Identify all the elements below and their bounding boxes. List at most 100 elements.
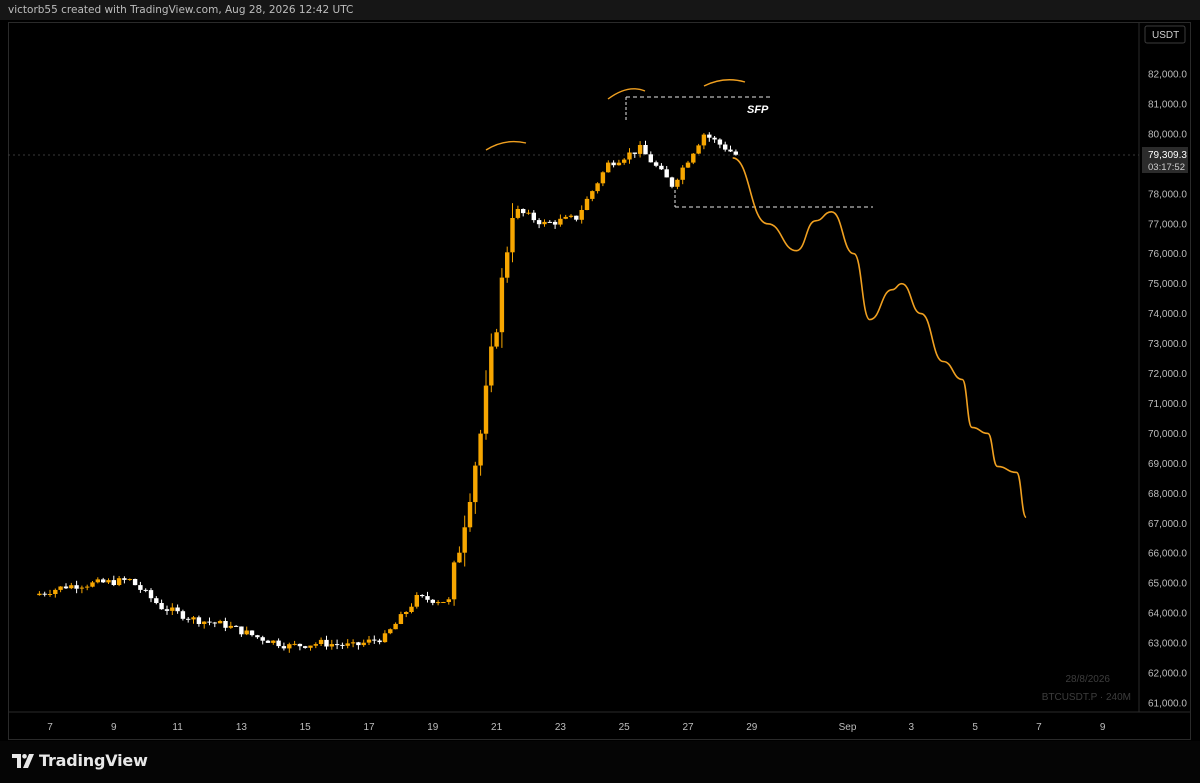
candle-body: [63, 586, 69, 589]
candle-body: [47, 594, 53, 595]
time-tick-label: 5: [972, 722, 978, 733]
candle-body: [446, 599, 451, 602]
candle-body: [377, 640, 382, 643]
time-axis-labels: 7 9 11 13 15 17 19 21 23 25 27 29 Sep 3 5 7 9: [47, 722, 1106, 733]
price-tick-label: 80,000.0: [1148, 129, 1187, 140]
candle-body: [164, 609, 170, 611]
candle-body: [579, 210, 584, 220]
candle-body: [361, 642, 366, 646]
time-tick-label: 7: [1036, 722, 1042, 733]
candle-body: [404, 612, 409, 614]
price-chart[interactable]: USDT 82,000.081,000.080,000.079,000.078,…: [0, 0, 1200, 741]
price-tick-label: 77,000.0: [1148, 219, 1187, 230]
time-tick-label: 21: [491, 722, 503, 733]
candle-body: [308, 645, 313, 648]
candle-body: [143, 589, 148, 591]
candle-body: [733, 151, 738, 155]
price-tick-label: 64,000.0: [1148, 609, 1187, 620]
time-tick-label: 17: [363, 722, 375, 733]
current-price-tag: [1142, 147, 1188, 173]
price-tick-label: 65,000.0: [1148, 579, 1187, 590]
time-tick-label: 27: [682, 722, 694, 733]
candle-body: [547, 221, 552, 223]
candle-body: [249, 630, 255, 636]
time-tick-label: 3: [909, 722, 915, 733]
candle-body: [457, 552, 462, 563]
candle-body: [37, 593, 42, 596]
countdown-value: 03:17:52: [1148, 162, 1185, 173]
candle-body: [701, 134, 707, 146]
candle-body: [186, 618, 191, 620]
candles: [37, 132, 738, 653]
swing-high-arc-1[interactable]: [485, 140, 527, 151]
candle-body: [606, 162, 611, 173]
candle-body: [728, 149, 733, 152]
candle-body: [223, 621, 228, 628]
price-tick-label: 75,000.0: [1148, 279, 1187, 290]
candle-body: [207, 621, 212, 623]
time-tick-label: 23: [555, 722, 567, 733]
candle-body: [260, 637, 265, 641]
watermark-symbol: BTCUSDT.P · 240M: [1042, 692, 1131, 703]
candle-body: [637, 145, 643, 154]
candle-body: [467, 502, 473, 528]
candle-body: [563, 216, 568, 219]
candle-body: [659, 165, 664, 170]
tradingview-logo[interactable]: TradingView: [12, 751, 148, 770]
candle-body: [600, 172, 606, 184]
candle-body: [478, 433, 483, 466]
candle-body: [90, 582, 95, 587]
candle-body: [356, 642, 361, 646]
price-tick-label: 74,000.0: [1148, 309, 1187, 320]
time-tick-label: 29: [746, 722, 758, 733]
candle-body: [116, 578, 122, 585]
chart-frame: [8, 22, 1191, 740]
candle-body: [329, 644, 334, 647]
swing-high-arc-3[interactable]: [703, 79, 746, 87]
candle-body: [420, 595, 425, 597]
candle-body: [303, 646, 308, 648]
candle-body: [340, 644, 345, 646]
candle-body: [154, 598, 159, 603]
candle-body: [430, 599, 435, 603]
price-tick-label: 82,000.0: [1148, 70, 1187, 81]
candle-body: [590, 191, 595, 199]
candle-body: [691, 153, 696, 163]
candle-body: [664, 169, 669, 178]
candle-body: [255, 635, 260, 638]
candle-body: [723, 144, 728, 150]
candle-body: [685, 162, 691, 168]
price-tick-label: 67,000.0: [1148, 519, 1187, 530]
candle-body: [441, 602, 446, 603]
candle-body: [574, 215, 579, 220]
price-tick-label: 72,000.0: [1148, 369, 1187, 380]
chart-header: victorb55 created with TradingView.com, …: [0, 0, 1200, 20]
candle-body: [276, 640, 281, 647]
currency-button[interactable]: [1144, 25, 1186, 44]
time-tick-label: Sep: [839, 722, 857, 733]
candle-body: [521, 209, 526, 214]
swing-high-arc-2[interactable]: [607, 88, 646, 100]
candle-body: [79, 587, 85, 589]
candle-body: [350, 642, 356, 644]
candle-body: [217, 621, 223, 624]
price-tick-label: 66,000.0: [1148, 549, 1187, 560]
candle-body: [148, 590, 154, 599]
projection-path[interactable]: [732, 157, 1027, 519]
candle-body: [483, 385, 489, 434]
candle-body: [265, 640, 271, 643]
price-tick-label: 76,000.0: [1148, 249, 1187, 260]
candle-body: [297, 643, 303, 647]
candle-body: [366, 639, 372, 643]
candle-body: [531, 212, 536, 221]
candle-body: [202, 621, 207, 624]
tradingview-icon: [12, 753, 34, 768]
candle-body: [643, 145, 648, 155]
candle-body: [111, 580, 116, 585]
time-tick-label: 9: [1100, 722, 1106, 733]
candle-body: [334, 644, 340, 646]
candle-body: [526, 212, 531, 214]
tradingview-wordmark: TradingView: [39, 751, 148, 770]
candle-body: [632, 152, 637, 154]
candle-body: [175, 607, 180, 612]
